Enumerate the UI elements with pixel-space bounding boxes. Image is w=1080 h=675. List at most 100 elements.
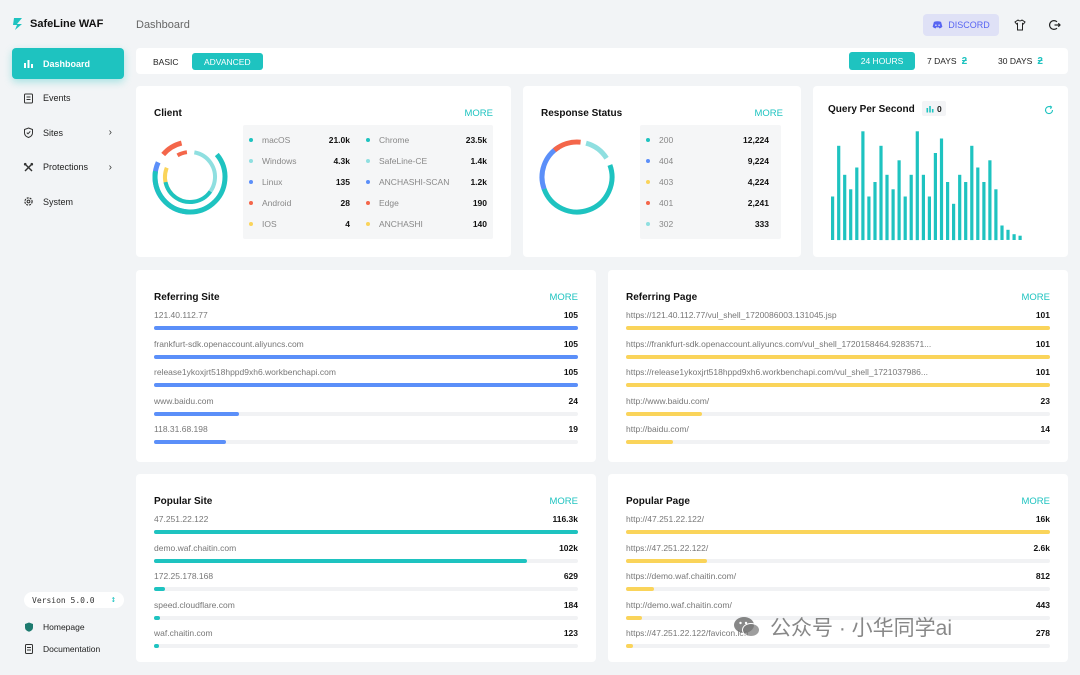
sidebar-nav: Dashboard Events Sites › Protections › S… xyxy=(12,48,124,221)
documentation-link[interactable]: Documentation xyxy=(24,644,100,654)
qps-bar xyxy=(891,189,895,241)
qps-bar xyxy=(1006,229,1010,240)
range-24-hours[interactable]: 24 HOURS xyxy=(849,52,915,70)
list-item-label: release1ykoxjrt518hppd9xh6.workbenchapi.… xyxy=(154,367,336,378)
discord-button[interactable]: DISCORD xyxy=(923,14,999,36)
qps-bar xyxy=(915,131,919,241)
qps-bar xyxy=(1000,225,1004,240)
client-more-link[interactable]: MORE xyxy=(464,108,494,119)
legend-dot xyxy=(366,158,370,163)
progress-fill xyxy=(154,644,160,649)
qps-bar xyxy=(837,145,841,241)
homepage-link[interactable]: Homepage xyxy=(24,622,85,632)
list-item-value: 101 xyxy=(1035,310,1050,320)
legend-row: Edge 190 xyxy=(366,192,487,213)
progress-fill xyxy=(154,558,528,563)
list-item[interactable]: 118.31.68.198 19 xyxy=(154,424,578,452)
list-item[interactable]: www.baidu.com 24 xyxy=(154,396,578,424)
homepage-label: Homepage xyxy=(43,622,85,632)
sidebar-item-dashboard[interactable]: Dashboard xyxy=(12,48,124,79)
list-item[interactable]: http://demo.waf.chaitin.com/443 xyxy=(626,600,1050,628)
qps-bar xyxy=(921,174,925,241)
list-item[interactable]: 47.251.22.122 116.3k xyxy=(154,514,578,542)
list-item[interactable]: https://release1ykoxjrt518hppd9xh6.workb… xyxy=(626,367,1050,395)
qps-bar xyxy=(1018,235,1022,240)
theme-button[interactable] xyxy=(1009,14,1031,36)
qps-value: 0 xyxy=(937,103,942,114)
list-item[interactable]: https://121.40.112.77/vul_shell_17200860… xyxy=(626,310,1050,338)
response-status-card: Response Status MORE 200 12,224 404 9,224 40… xyxy=(523,86,801,257)
list-item[interactable]: frankfurt-sdk.openaccount.aliyuncs.com 10… xyxy=(154,339,578,367)
range-30-days[interactable]: 30 DAYS ƻ xyxy=(988,52,1053,70)
legend-dot xyxy=(366,221,370,226)
legend-label: ANCHASHI xyxy=(379,218,423,229)
range-7-days[interactable]: 7 DAYS ƻ xyxy=(917,52,977,70)
referring-page-more-link[interactable]: MORE xyxy=(1021,292,1051,303)
list-item[interactable]: demo.waf.chaitin.com 102k xyxy=(154,543,578,571)
legend-row: Linux 135 xyxy=(249,171,350,192)
qps-bar xyxy=(861,131,865,241)
progress-track xyxy=(154,530,578,534)
response-donut-chart xyxy=(539,139,615,215)
progress-fill xyxy=(626,326,1050,330)
list-item[interactable]: https://demo.waf.chaitin.com/812 xyxy=(626,571,1050,599)
progress-fill xyxy=(626,558,707,563)
list-item[interactable]: https://frankfurt-sdk.openaccount.aliyun… xyxy=(626,339,1050,367)
list-item[interactable]: https://47.251.22.122/2.6k xyxy=(626,543,1050,571)
sidebar-item-sites[interactable]: Sites › xyxy=(12,117,124,148)
popular-page-more-link[interactable]: MORE xyxy=(1021,496,1051,507)
list-item[interactable]: release1ykoxjrt518hppd9xh6.workbenchapi.… xyxy=(154,367,578,395)
progress-fill xyxy=(154,615,161,620)
qps-bar xyxy=(843,174,847,241)
legend-label: Android xyxy=(262,197,292,208)
page-title: Dashboard xyxy=(136,19,190,31)
list-item[interactable]: http://47.251.22.122/16k xyxy=(626,514,1050,542)
sidebar-item-events[interactable]: Events xyxy=(12,83,124,114)
legend-value: 1.4k xyxy=(470,155,487,166)
app-logo[interactable]: SafeLine WAF xyxy=(12,17,103,31)
list-item[interactable]: https://47.251.22.122/favicon.ico 278 xyxy=(626,628,1050,656)
progress-track xyxy=(626,440,1050,445)
list-item[interactable]: 172.25.178.168 629 xyxy=(154,571,578,599)
response-more-link[interactable]: MORE xyxy=(754,108,784,119)
logout-button[interactable] xyxy=(1044,14,1066,36)
list-item[interactable]: waf.chaitin.com 123 xyxy=(154,628,578,656)
progress-track xyxy=(626,615,1050,620)
list-item[interactable]: http://www.baidu.com/23 xyxy=(626,396,1050,424)
progress-track xyxy=(626,326,1050,330)
qps-bar xyxy=(946,182,950,240)
list-item[interactable]: http://baidu.com/14 xyxy=(626,424,1050,452)
list-item[interactable]: speed.cloudflare.com 184 xyxy=(154,600,578,628)
referring-page-card: Referring Page MORE https://121.40.112.7… xyxy=(608,270,1068,462)
legend-row: 401 2,241 xyxy=(646,192,769,213)
refresh-icon[interactable] xyxy=(1044,105,1054,115)
version-badge[interactable]: Version 5.0.0 ↕ xyxy=(24,592,124,608)
list-item-label: http://www.baidu.com/ xyxy=(626,395,710,406)
progress-fill xyxy=(626,530,1050,534)
referring-site-more-link[interactable]: MORE xyxy=(549,292,579,303)
sidebar-item-system[interactable]: System xyxy=(12,186,124,217)
legend-dot xyxy=(249,158,253,163)
progress-fill xyxy=(154,587,165,592)
sidebar-item-protections[interactable]: Protections › xyxy=(12,152,124,183)
list-item-value: 105 xyxy=(563,310,578,320)
popular-site-more-link[interactable]: MORE xyxy=(549,496,579,507)
progress-track xyxy=(626,644,1050,649)
list-item-label: https://47.251.22.122/favicon.ico xyxy=(626,628,749,639)
tab-basic[interactable]: BASIC xyxy=(153,56,179,67)
list-item-value: 101 xyxy=(1035,338,1050,349)
legend-value: 333 xyxy=(754,218,769,229)
progress-track xyxy=(154,587,578,592)
legend-row: 200 12,224 xyxy=(646,129,769,150)
tab-advanced[interactable]: ADVANCED xyxy=(192,53,263,70)
app-name: SafeLine WAF xyxy=(30,18,104,30)
chevron-right-icon: › xyxy=(108,127,112,138)
shield-icon xyxy=(24,127,33,138)
list-item-label: https://release1ykoxjrt518hppd9xh6.workb… xyxy=(626,367,928,378)
list-item-label: https://demo.waf.chaitin.com/ xyxy=(626,571,737,582)
progress-fill xyxy=(626,354,1050,359)
list-item[interactable]: 121.40.112.77 105 xyxy=(154,310,578,338)
card-title: Referring Page xyxy=(626,292,698,303)
legend-value: 190 xyxy=(472,197,487,208)
legend-row: 404 9,224 xyxy=(646,150,769,171)
